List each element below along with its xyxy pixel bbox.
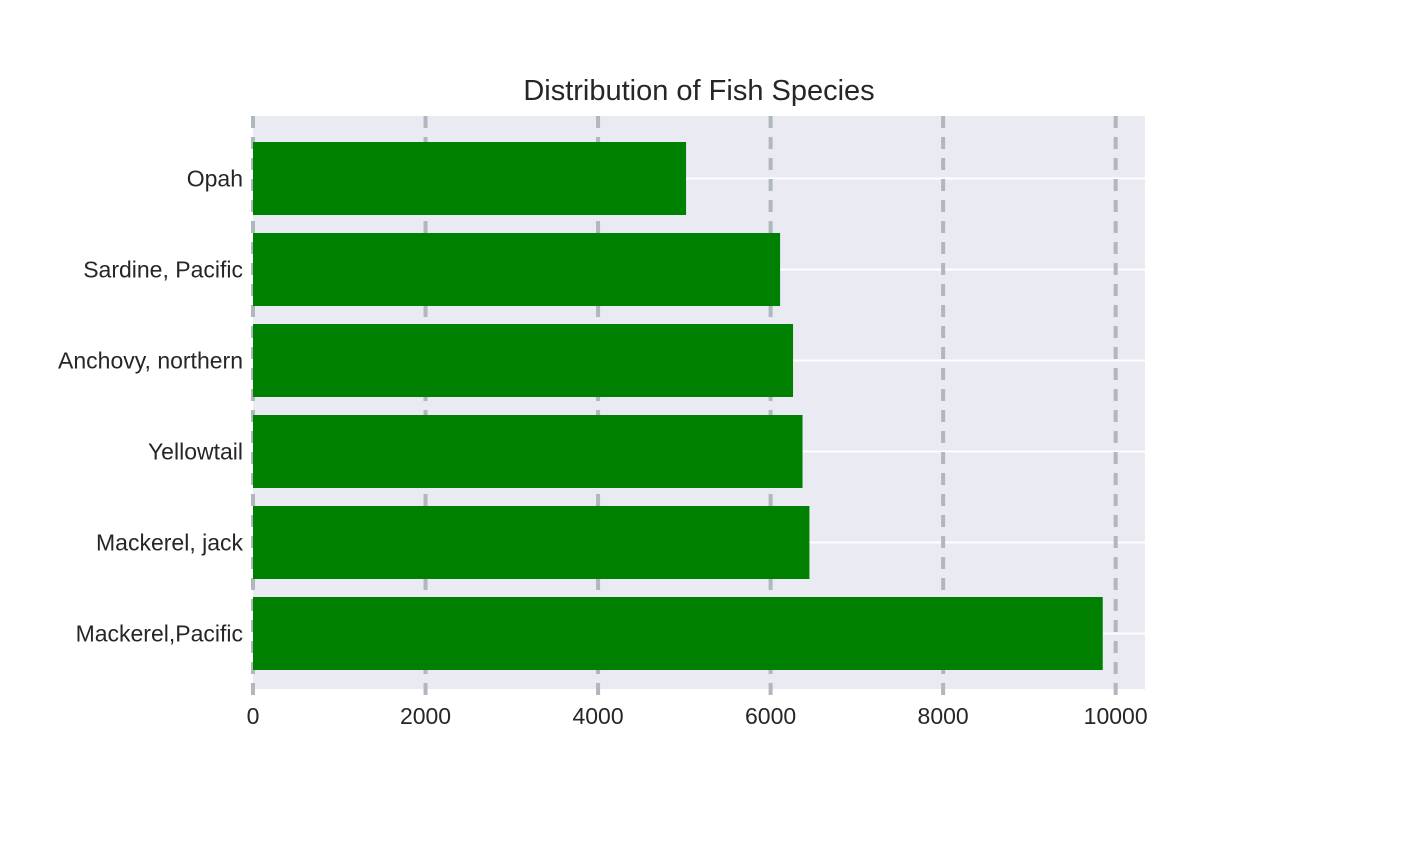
bar <box>253 233 781 306</box>
x-tick-labels: 0 2000 4000 6000 8000 10000 <box>247 703 1148 729</box>
x-tick-label: 2000 <box>400 703 451 729</box>
y-tick-label: Mackerel, jack <box>96 530 243 556</box>
x-tick-label: 10000 <box>1084 703 1148 729</box>
x-tick-label: 0 <box>247 703 260 729</box>
y-tick-label: Anchovy, northern <box>58 348 243 374</box>
y-tick-label: Opah <box>187 166 243 192</box>
chart-title: Distribution of Fish Species <box>523 75 874 107</box>
bar <box>253 142 687 215</box>
bars <box>253 142 1103 670</box>
x-tick-label: 6000 <box>745 703 796 729</box>
y-tick-label: Mackerel,Pacific <box>76 621 243 647</box>
bar <box>253 324 794 397</box>
y-tick-labels: Mackerel,Pacific Mackerel, jack Yellowtail… <box>58 166 243 647</box>
bar <box>253 597 1103 670</box>
y-tick-label: Yellowtail <box>148 439 243 465</box>
bar <box>253 506 810 579</box>
x-tick-label: 8000 <box>918 703 969 729</box>
x-tick-label: 4000 <box>572 703 623 729</box>
y-tick-label: Sardine, Pacific <box>83 257 243 283</box>
bar <box>253 415 803 488</box>
